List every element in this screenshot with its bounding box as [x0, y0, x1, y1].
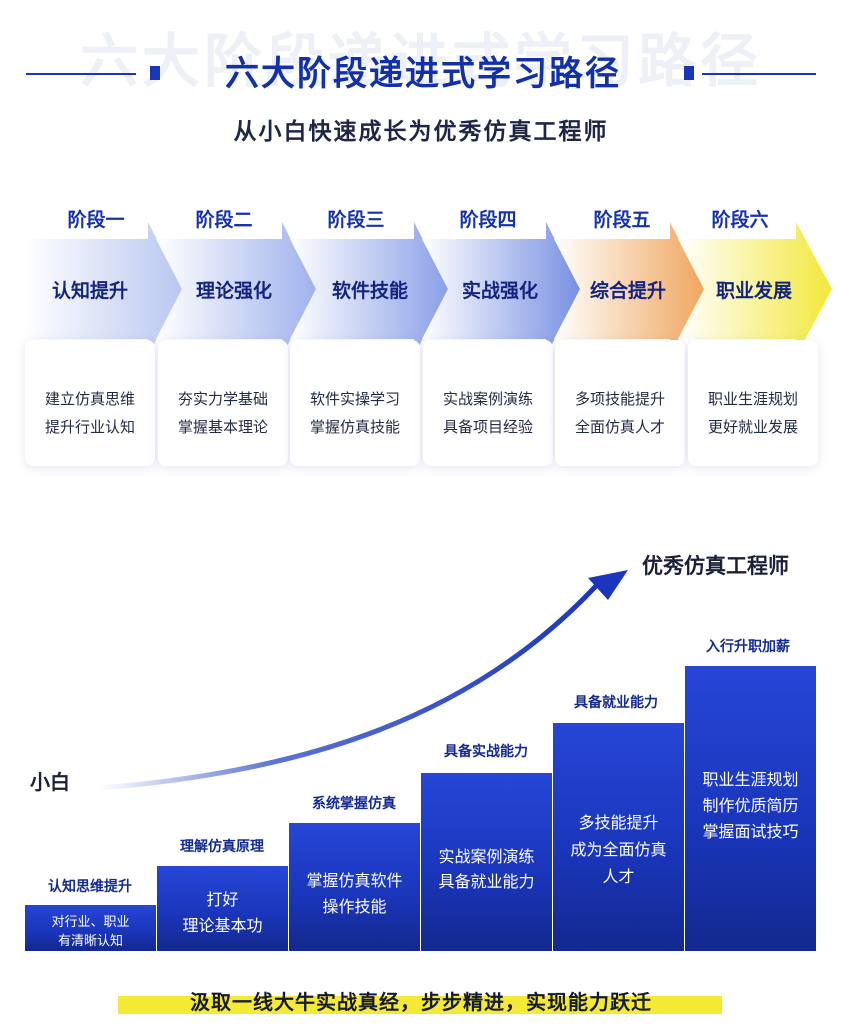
- stage-card-line: 夯实力学基础: [177, 390, 268, 408]
- growth-curve-line: [97, 583, 599, 791]
- stage-arrow-4: [422, 222, 580, 356]
- step-heading-4: 具备实战能力: [444, 744, 528, 760]
- stage-card-line: 具备项目经验: [442, 418, 533, 436]
- stage-name-5: 综合提升: [589, 280, 666, 302]
- growth-step-1: 对行业、职业 有清晰认知: [25, 905, 156, 951]
- stage-arrow-5: [554, 222, 704, 356]
- title-divider-right: [702, 73, 816, 75]
- growth-step-4: 实战案例演练 具备就业能力: [421, 773, 552, 951]
- stage-name-4: 实战强化: [461, 280, 538, 302]
- stage-card-2: 夯实力学基础 掌握基本理论: [158, 340, 288, 466]
- stage-card-5: 多项技能提升 全面仿真人才: [555, 340, 685, 466]
- stage-card-line: 掌握仿真技能: [309, 418, 400, 436]
- title-bullet-left: [150, 66, 160, 80]
- step-heading-6: 入行升职加薪: [706, 639, 790, 655]
- growth-step-3: 掌握仿真软件 操作技能: [289, 823, 420, 951]
- growth-step-5: 多技能提升 成为全面仿真 人才: [553, 723, 684, 951]
- growth-end-label: 优秀仿真工程师: [642, 554, 789, 578]
- page-subtitle: 从小白快速成长为优秀仿真工程师: [233, 119, 609, 145]
- stage-card-line: 建立仿真思维: [44, 390, 135, 408]
- step-text: 掌握仿真软件: [306, 871, 403, 890]
- step-text: 理论基本功: [182, 916, 263, 935]
- arrowhead-icon: [588, 570, 628, 600]
- stage-card-line: 全面仿真人才: [574, 418, 665, 436]
- stage-name-6: 职业发展: [715, 280, 792, 302]
- stage-card-line: 软件实操学习: [309, 390, 400, 408]
- step-text: 掌握面试技巧: [702, 822, 799, 841]
- step-text: 成为全面仿真: [570, 840, 667, 859]
- stage-card-4: 实战案例演练 具备项目经验: [423, 340, 553, 466]
- title-watermark: 六大阶段递进式学习路径: [79, 27, 762, 95]
- step-heading-1: 认知思维提升: [48, 879, 132, 895]
- stage-arrow-3: [290, 222, 448, 356]
- stage-label-3: 阶段三: [327, 209, 385, 231]
- stage-arrow-2: [156, 222, 316, 356]
- growth-step-2: 打好 理论基本功: [157, 866, 288, 951]
- stage-label-6: 阶段六: [711, 209, 769, 231]
- step-text: 实战案例演练: [438, 847, 535, 866]
- stage-label-2: 阶段二: [195, 209, 253, 231]
- page-title: 六大阶段递进式学习路径: [225, 54, 621, 94]
- stage-card-line: 提升行业认知: [44, 418, 135, 436]
- stage-label-1: 阶段一: [67, 209, 125, 231]
- stage-card-line: 实战案例演练: [442, 390, 533, 408]
- step-text: 多技能提升: [578, 813, 659, 832]
- stage-label-5: 阶段五: [593, 209, 651, 231]
- footer-slogan: 汲取一线大牛实战真经，步步精进，实现能力跃迁: [190, 990, 652, 1014]
- step-text: 有清晰认知: [57, 934, 123, 949]
- stage-arrow-6: [678, 222, 832, 356]
- step-text: 对行业、职业: [51, 915, 130, 930]
- footer-highlight: [118, 996, 722, 1014]
- step-text: 人才: [602, 867, 635, 886]
- stage-name-3: 软件技能: [331, 280, 408, 302]
- growth-curve: [97, 570, 628, 791]
- stage-label-4: 阶段四: [459, 209, 517, 231]
- title-divider-left: [26, 73, 136, 75]
- step-heading-5: 具备就业能力: [574, 695, 658, 711]
- stage-card-line: 职业生涯规划: [707, 390, 798, 408]
- step-text: 制作优质简历: [702, 796, 799, 815]
- stage-card-line: 掌握基本理论: [177, 418, 268, 436]
- stage-name-1: 认知提升: [51, 280, 128, 302]
- step-heading-2: 理解仿真原理: [180, 839, 264, 855]
- growth-start-label: 小白: [30, 770, 70, 794]
- title-row: 六大阶段递进式学习路径: [0, 52, 842, 96]
- stage-card-3: 软件实操学习 掌握仿真技能: [290, 340, 420, 466]
- step-text: 具备就业能力: [438, 872, 535, 891]
- stage-card-line: 多项技能提升: [574, 390, 665, 408]
- stage-arrow-1: [24, 222, 182, 356]
- stage-arrow-chain: [24, 222, 832, 356]
- stage-card-line: 更好就业发展: [707, 418, 798, 436]
- title-bullet-right: [684, 66, 694, 80]
- stage-name-2: 理论强化: [195, 280, 272, 302]
- growth-step-6: 职业生涯规划 制作优质简历 掌握面试技巧: [685, 666, 816, 951]
- step-text: 操作技能: [322, 897, 387, 916]
- step-text: 打好: [206, 890, 239, 909]
- stage-card-6: 职业生涯规划 更好就业发展: [688, 340, 818, 466]
- stage-card-1: 建立仿真思维 提升行业认知: [25, 340, 155, 466]
- step-text: 职业生涯规划: [702, 770, 799, 789]
- step-heading-3: 系统掌握仿真: [312, 796, 396, 812]
